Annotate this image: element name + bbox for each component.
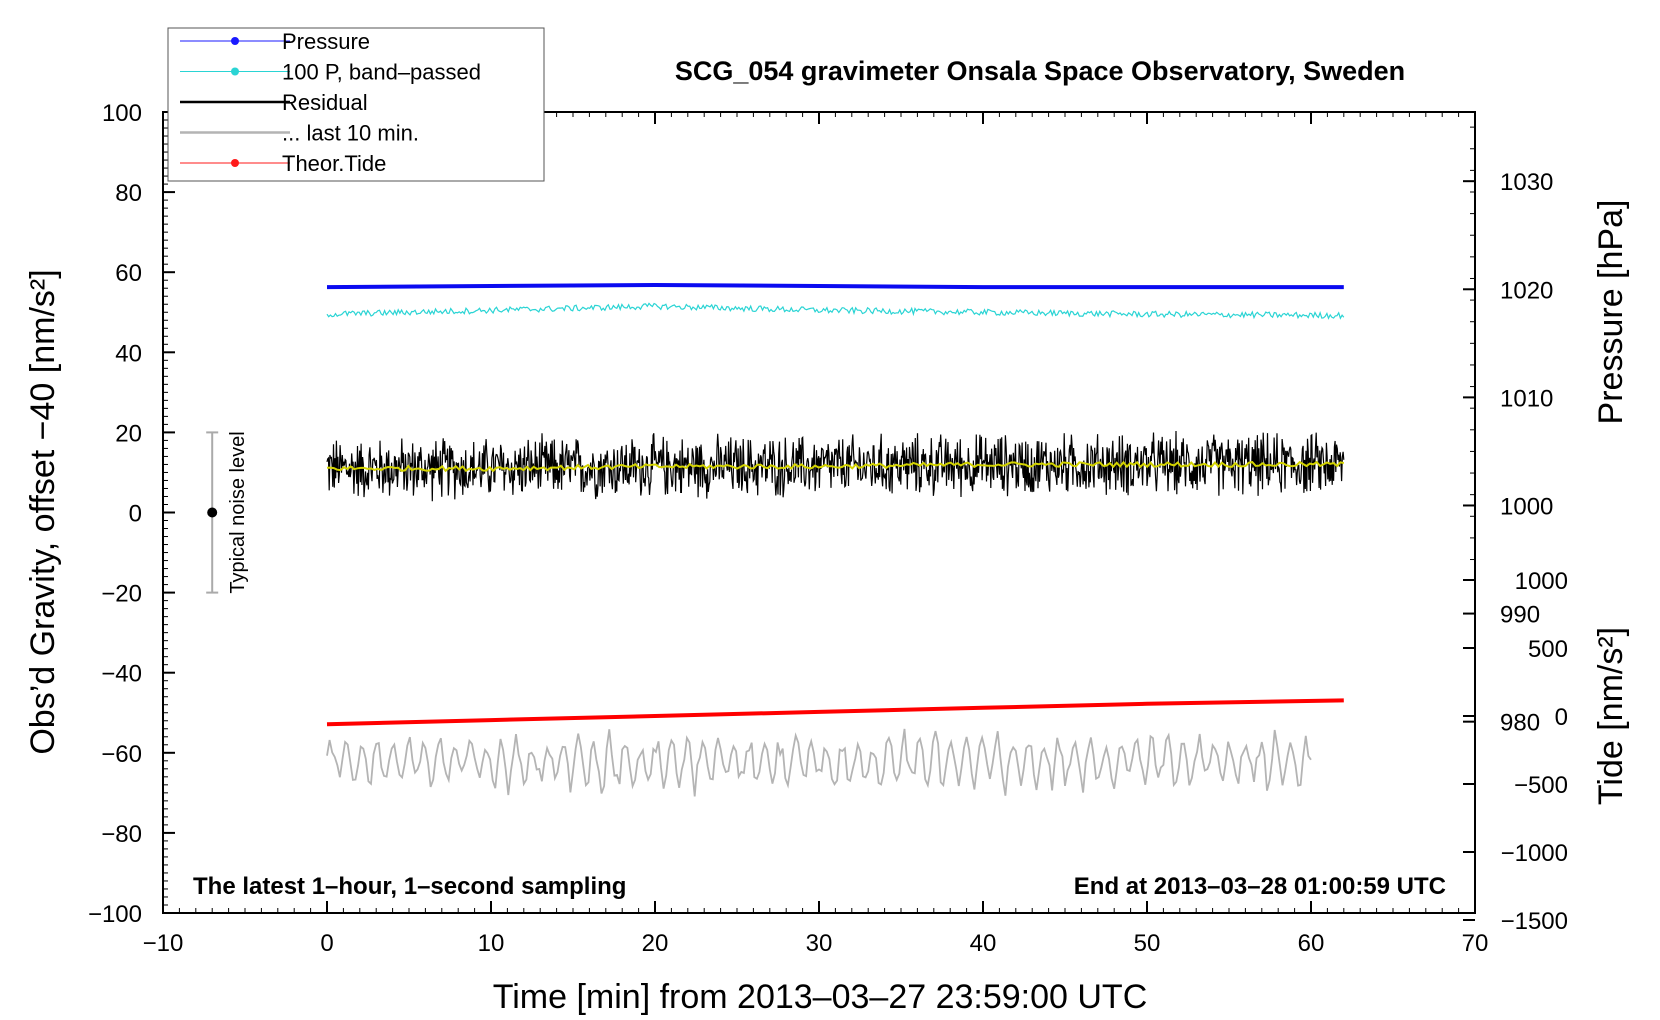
- legend-entry: 100 P, band–passed: [180, 60, 481, 85]
- plot-frame: [162, 111, 1476, 914]
- legend-label: 100 P, band–passed: [282, 60, 481, 85]
- tide-tick-label: 500: [1528, 636, 1568, 663]
- x-tick-label: 70: [1462, 930, 1489, 957]
- pressure-series-line: [326, 282, 1344, 290]
- y-axis-label: Obs’d Gravity, offset −40 [nm/s²]: [24, 269, 62, 754]
- legend-label: Theor.Tide: [282, 151, 386, 176]
- x-tick-label: 20: [642, 930, 669, 957]
- bandpassed-pressure-series-line: [326, 302, 1345, 320]
- y-tick-label: 20: [115, 420, 142, 447]
- x-tick-label: 40: [970, 930, 997, 957]
- residual-series-line: [326, 430, 1345, 502]
- y-tick-label: −40: [101, 661, 142, 688]
- y-tick-label: −100: [88, 901, 142, 928]
- tide-axis-label: Tide [nm/s²]: [1592, 627, 1630, 805]
- tide-tick-label: −500: [1514, 772, 1568, 799]
- legend-swatch-marker: [231, 67, 239, 76]
- theoretical-tide-series-line: [326, 698, 1344, 727]
- y-tick-labels: −100 −80 −60 −40 −20 0 20 40 60 80 100: [88, 100, 142, 928]
- x-tick-label: 10: [478, 930, 505, 957]
- legend-entry: Theor.Tide: [180, 151, 386, 176]
- x-tick-label: −10: [143, 930, 184, 957]
- x-tick-labels: −10 0 10 20 30 40 50 60 70: [143, 930, 1489, 957]
- last-10-min-series-line: [326, 728, 1312, 797]
- legend-label: Residual: [282, 90, 368, 115]
- legend: Pressure 100 P, band–passed Residual ... la…: [167, 27, 545, 182]
- series-layer: [326, 282, 1345, 797]
- pressure-tick-label: 1010: [1500, 385, 1553, 412]
- pressure-tick-label: 1020: [1500, 277, 1553, 304]
- noise-level-indicator: Typical noise level: [206, 431, 249, 594]
- x-tick-label: 0: [320, 930, 333, 957]
- x-tick-label: 50: [1134, 930, 1161, 957]
- x-axis-label: Time [min] from 2013–03–27 23:59:00 UTC: [493, 978, 1148, 1016]
- y-tick-label: 80: [115, 180, 142, 207]
- legend-label: Pressure: [282, 29, 370, 54]
- y-tick-label: −20: [101, 581, 142, 608]
- annotation-sampling: The latest 1–hour, 1–second sampling: [193, 873, 626, 900]
- legend-entry: Pressure: [180, 29, 370, 54]
- noise-level-label: Typical noise level: [227, 431, 249, 593]
- tide-tick-label: −1000: [1501, 840, 1568, 867]
- x-tick-label: 60: [1298, 930, 1325, 957]
- pressure-tick-labels: 980 990 1000 1010 1020 1030: [1500, 169, 1553, 736]
- axis-ticks: [162, 111, 1476, 921]
- y-tick-label: 100: [102, 100, 142, 127]
- y-tick-label: 0: [129, 501, 142, 528]
- annotation-end-time: End at 2013–03–28 01:00:59 UTC: [1074, 873, 1446, 900]
- pressure-tick-label: 990: [1500, 602, 1540, 629]
- pressure-tick-label: 1000: [1500, 493, 1553, 520]
- y-tick-label: −60: [101, 741, 142, 768]
- legend-box: [167, 27, 545, 182]
- legend-entry: ... last 10 min.: [180, 121, 419, 146]
- tide-tick-label: 0: [1555, 704, 1568, 731]
- chart-title: SCG_054 gravimeter Onsala Space Observat…: [675, 56, 1405, 86]
- y-tick-label: 40: [115, 340, 142, 367]
- pressure-axis-label: Pressure [hPa]: [1592, 200, 1630, 425]
- tide-tick-labels: −1500 −1000 −500 0 500 1000: [1501, 568, 1568, 935]
- legend-label: ... last 10 min.: [282, 121, 419, 146]
- legend-swatch-marker: [231, 159, 239, 167]
- minor-ticks: [162, 111, 1476, 914]
- pressure-tick-label: 1030: [1500, 169, 1553, 196]
- x-tick-label: 30: [806, 930, 833, 957]
- pressure-tick-label: 980: [1500, 710, 1540, 737]
- y-tick-label: 60: [115, 260, 142, 287]
- noise-center-dot: [207, 507, 218, 518]
- legend-entry: Residual: [180, 90, 368, 115]
- tide-tick-label: −1500: [1501, 908, 1568, 935]
- y-tick-label: −80: [101, 821, 142, 848]
- residual-smoothed-series-line: [326, 460, 1345, 473]
- tide-tick-label: 1000: [1515, 568, 1568, 595]
- legend-swatch-marker: [231, 37, 239, 45]
